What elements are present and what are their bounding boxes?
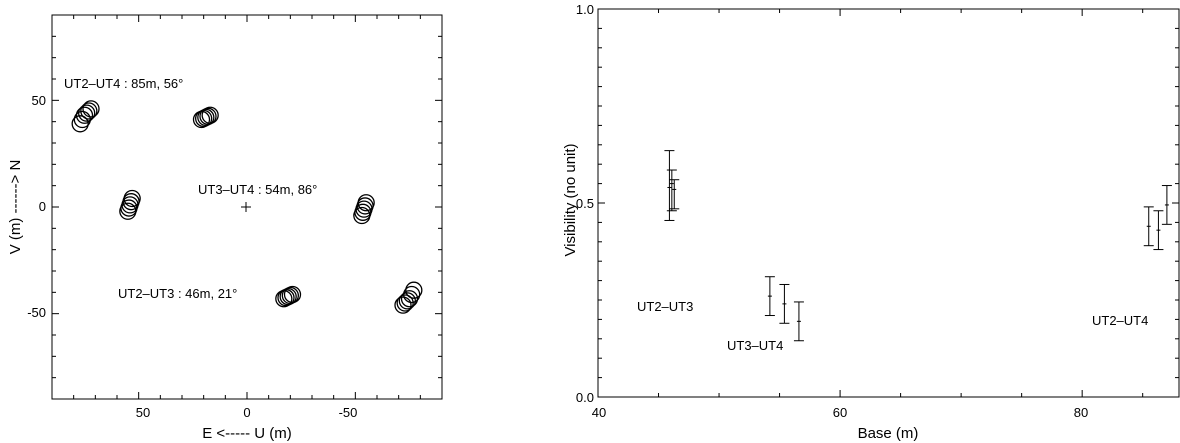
vis-tick-marks (597, 8, 1179, 398)
uv-coverage-plot: 50 0 -50 50 0 -50 E <----- U (m) V (m) -… (7, 14, 443, 442)
vis-xtick-label: 40 (592, 405, 606, 420)
vis-errorbars-layer (664, 150, 1172, 342)
uv-center-marker (241, 202, 251, 212)
uv-point (201, 106, 219, 124)
uv-point (80, 102, 98, 120)
errorbar (793, 301, 804, 342)
uv-ytick-label: 0 (39, 199, 46, 214)
visibility-plot: 40 60 80 0.0 0.5 1.0 Base (m) Visibility… (562, 2, 1180, 442)
uv-point (123, 189, 141, 208)
uv-point (396, 294, 414, 312)
uv-tick-marks (52, 15, 442, 399)
vis-plot-frame (597, 8, 1180, 398)
errorbar (1153, 210, 1164, 251)
vis-label-ut2-ut3: UT2–UT3 (637, 299, 693, 314)
uv-points-layer (71, 100, 423, 314)
uv-xtick-label: -50 (339, 405, 358, 420)
uv-point (398, 292, 416, 310)
uv-y-axis-label: V (m) ------> N (7, 160, 24, 255)
errorbar (764, 276, 775, 317)
vis-label-ut2-ut4: UT2–UT4 (1092, 313, 1148, 328)
uv-annotation-ut2-ut4: UT2–UT4 : 85m, 56° (64, 76, 183, 91)
uv-point (275, 290, 293, 308)
errorbar (1161, 185, 1172, 225)
uv-point (279, 287, 297, 306)
errorbar (1143, 206, 1154, 247)
uv-point (353, 206, 371, 225)
uv-xtick-label: 50 (136, 405, 150, 420)
vis-xtick-label: 80 (1074, 405, 1088, 420)
uv-point (78, 104, 96, 122)
uv-point (405, 281, 423, 299)
uv-point (75, 106, 94, 124)
vis-x-axis-label: Base (m) (858, 425, 919, 442)
vis-ytick-label: 1.0 (576, 2, 594, 17)
uv-point (400, 290, 419, 308)
vis-label-ut3-ut4: UT3–UT4 (727, 338, 783, 353)
uv-point (199, 107, 217, 125)
vis-ytick-label: 0.0 (576, 390, 594, 405)
uv-point (82, 100, 100, 118)
errorbar (779, 283, 790, 324)
uv-ytick-label: 50 (32, 93, 46, 108)
uv-point (197, 108, 215, 127)
errorbar (669, 179, 680, 210)
errorbar (664, 150, 675, 221)
uv-ytick-label: -50 (27, 305, 46, 320)
vis-xtick-label: 60 (833, 405, 847, 420)
uv-xtick-label: 0 (243, 405, 250, 420)
vis-y-axis-label: Visibility (no unit) (562, 143, 579, 256)
uv-annotation-ut3-ut4: UT3–UT4 : 54m, 86° (198, 182, 317, 197)
uv-annotation-ut2-ut3: UT2–UT3 : 46m, 21° (118, 286, 237, 301)
uv-point (394, 296, 412, 314)
uv-point (71, 115, 89, 133)
uv-x-axis-label: E <----- U (m) (202, 425, 292, 442)
uv-point (277, 289, 295, 307)
vis-ytick-label: 0.5 (576, 196, 594, 211)
errorbar (666, 169, 677, 212)
